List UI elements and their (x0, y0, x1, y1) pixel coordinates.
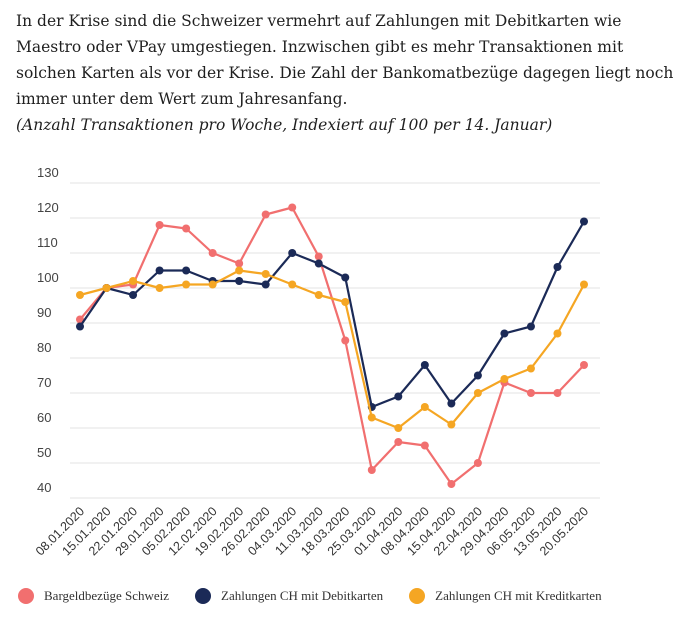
y-tick-label: 120 (37, 200, 59, 215)
data-point-s0-13 (420, 441, 429, 450)
data-point-s2-2 (129, 277, 138, 285)
data-point-s2-3 (155, 284, 164, 292)
data-point-s1-14 (447, 399, 456, 408)
data-point-s2-10 (341, 298, 350, 306)
data-point-s0-9 (314, 252, 323, 261)
data-point-s2-13 (420, 403, 429, 411)
legend-swatch-credit (409, 588, 426, 604)
data-point-s1-16 (500, 329, 509, 338)
data-point-s2-4 (182, 280, 191, 289)
y-tick-label: 50 (37, 445, 51, 460)
data-point-s1-19 (580, 217, 588, 226)
y-tick-label: 100 (37, 270, 59, 285)
legend-label-bargeld: Bargeldbezüge Schweiz (44, 588, 170, 603)
data-point-s0-4 (182, 224, 191, 233)
data-point-s1-4 (182, 266, 191, 275)
data-point-s2-14 (447, 420, 456, 429)
series-line-0 (79, 206, 585, 486)
data-point-s2-8 (288, 280, 297, 289)
data-point-s1-10 (341, 273, 350, 282)
data-point-s0-11 (367, 466, 376, 474)
data-point-s1-9 (314, 259, 323, 268)
data-point-s0-12 (394, 438, 403, 446)
data-point-s0-3 (155, 221, 164, 229)
legend-label-credit: Zahlungen CH mit Kreditkarten (435, 588, 602, 603)
legend-item-credit: Zahlungen CH mit Kreditkarten (409, 588, 602, 604)
y-tick-label: 110 (37, 235, 58, 250)
data-point-s1-8 (288, 249, 297, 257)
data-point-s0-10 (341, 336, 350, 345)
data-point-s0-0 (76, 315, 84, 324)
y-tick-label: 60 (37, 410, 51, 425)
data-point-s0-6 (235, 259, 244, 268)
y-tick-label: 70 (37, 375, 51, 390)
data-point-s1-7 (261, 280, 270, 289)
y-tick-label: 80 (37, 340, 51, 355)
data-point-s2-12 (394, 424, 403, 432)
data-point-s1-18 (553, 263, 562, 271)
data-point-s1-2 (129, 291, 138, 299)
y-tick-label: 40 (37, 480, 51, 495)
data-point-s0-14 (447, 480, 456, 488)
data-point-s2-9 (314, 291, 323, 299)
intro-line-4: immer unter dem Wert zum Jahresanfang. (16, 90, 348, 108)
intro-line-3: solchen Karten als vor der Krise. Die Za… (16, 64, 674, 82)
intro-line-1: In der Krise sind die Schweizer vermehrt… (16, 12, 622, 30)
y-tick-label: 130 (37, 165, 59, 180)
data-point-s2-1 (102, 284, 111, 292)
data-point-s2-6 (235, 266, 244, 275)
data-point-s0-5 (208, 249, 217, 257)
legend-item-debit: Zahlungen CH mit Debitkarten (195, 588, 383, 604)
intro-line-2: Maestro oder VPay umgestiegen. Inzwische… (16, 38, 624, 56)
data-point-s1-15 (473, 371, 482, 380)
series-line-2 (79, 269, 585, 430)
legend-swatch-bargeld (18, 588, 34, 604)
data-point-s0-17 (526, 389, 535, 397)
line-chart: 40506070809010011012013008.01.202015.01.… (33, 165, 600, 558)
data-point-s2-7 (261, 270, 270, 278)
data-point-s2-18 (553, 329, 562, 338)
chart-legend: Bargeldbezüge Schweiz Zahlungen CH mit D… (18, 588, 628, 604)
data-point-s0-18 (553, 389, 562, 397)
data-point-s0-8 (288, 203, 297, 212)
data-point-s0-15 (473, 459, 482, 467)
chart-subtitle: (Anzahl Transaktionen pro Woche, Indexie… (16, 116, 553, 134)
chart-intro: In der Krise sind die Schweizer vermehrt… (16, 8, 681, 138)
data-point-s1-17 (526, 322, 535, 331)
data-point-s2-16 (500, 375, 509, 383)
legend-item-bargeld: Bargeldbezüge Schweiz (18, 588, 169, 604)
data-point-s1-0 (76, 322, 84, 331)
data-point-s1-12 (394, 392, 403, 401)
data-point-s2-11 (367, 413, 376, 422)
data-point-s0-19 (580, 361, 588, 369)
data-point-s2-17 (526, 364, 535, 373)
data-point-s0-7 (261, 210, 270, 219)
data-point-s2-19 (580, 280, 588, 289)
data-point-s1-6 (235, 277, 244, 285)
legend-label-debit: Zahlungen CH mit Debitkarten (221, 588, 384, 603)
data-point-s2-5 (208, 280, 217, 289)
data-point-s2-15 (473, 389, 482, 397)
data-point-s1-13 (420, 361, 429, 369)
series-line-1 (79, 220, 585, 409)
y-tick-label: 90 (37, 305, 51, 320)
data-point-s1-3 (155, 266, 164, 275)
data-point-s2-0 (76, 291, 84, 299)
legend-swatch-debit (195, 588, 212, 604)
